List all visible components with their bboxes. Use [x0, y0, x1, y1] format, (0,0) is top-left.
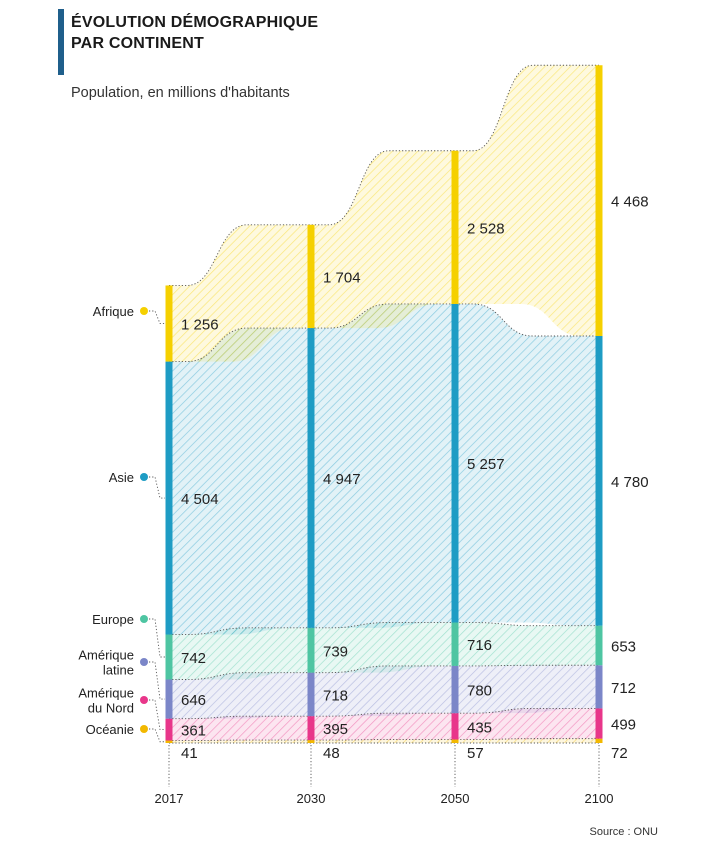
area-asie [169, 303, 599, 635]
legend-label: Océanie [86, 722, 134, 737]
value-label-europe-2050: 716 [467, 637, 492, 654]
legend-item-asie: Asie [109, 470, 165, 499]
bar-segment-afrique-2050 [451, 150, 459, 304]
value-label-europe-2100: 653 [611, 638, 636, 655]
value-label-asie-2030: 4 947 [323, 471, 361, 488]
bar-segment-oceanie-2050 [451, 739, 459, 743]
legend-label: Europe [92, 612, 134, 627]
value-label-amerique-latine-2100: 712 [611, 680, 636, 697]
legend-label: du Nord [88, 701, 134, 716]
value-label-afrique-2017: 1 256 [181, 317, 219, 334]
bar-segment-amerique-du-nord-2100 [595, 708, 603, 739]
bar-segment-europe-2017 [165, 634, 173, 680]
x-axis: 2017 2030 2050 2100 [155, 745, 614, 806]
legend-label: Asie [109, 470, 134, 485]
value-label-asie-2100: 4 780 [611, 474, 649, 491]
bar-segment-asie-2030 [307, 328, 315, 628]
legend: AfriqueAsieEuropeAmériquelatineAmériqued… [78, 304, 165, 743]
legend-leader [149, 310, 165, 324]
area-amerique-latine [169, 665, 599, 719]
boundary-line [169, 622, 599, 635]
bar-segment-asie-2100 [595, 336, 603, 626]
legend-marker [140, 473, 148, 481]
bar-segment-asie-2050 [451, 303, 459, 623]
legend-marker [140, 307, 148, 315]
value-label-amerique-du-nord-2100: 499 [611, 717, 636, 734]
bar-segment-afrique-2030 [307, 224, 315, 329]
outline-layer [169, 64, 599, 744]
value-label-afrique-2050: 2 528 [467, 220, 505, 237]
bar-segment-asie-2017 [165, 361, 173, 635]
bar-segment-amerique-latine-2100 [595, 665, 603, 709]
bar-segment-europe-2050 [451, 622, 459, 666]
legend-leader [149, 728, 165, 743]
bar-segment-amerique-du-nord-2050 [451, 713, 459, 740]
legend-label: latine [103, 663, 134, 678]
value-label-afrique-2030: 1 704 [323, 269, 361, 286]
value-label-afrique-2100: 4 468 [611, 194, 649, 211]
value-label-amerique-latine-2050: 780 [467, 683, 492, 700]
x-tick-label-2050: 2050 [441, 791, 470, 806]
bar-segment-amerique-latine-2030 [307, 672, 315, 717]
value-label-oceanie-2017: 41 [181, 745, 198, 762]
value-label-asie-2050: 5 257 [467, 456, 505, 473]
legend-label: Amérique [78, 648, 134, 663]
legend-label: Afrique [93, 304, 134, 319]
value-label-amerique-du-nord-2030: 395 [323, 721, 348, 738]
bar-segment-afrique-2017 [165, 285, 173, 362]
bar-segment-amerique-du-nord-2017 [165, 718, 173, 741]
legend-marker [140, 725, 148, 733]
value-label-europe-2030: 739 [323, 643, 348, 660]
legend-marker [140, 696, 148, 704]
boundary-line [169, 707, 599, 720]
value-label-amerique-du-nord-2017: 361 [181, 723, 206, 740]
x-tick-label-2030: 2030 [297, 791, 326, 806]
bar-segment-oceanie-2100 [595, 738, 603, 743]
value-label-oceanie-2100: 72 [611, 745, 628, 762]
legend-marker [140, 615, 148, 623]
legend-label: Amérique [78, 686, 134, 701]
value-label-oceanie-2050: 57 [467, 745, 484, 762]
legend-item-europe: Europe [92, 612, 165, 658]
x-tick-label-2100: 2100 [585, 791, 614, 806]
legend-item-oceanie: Océanie [86, 722, 165, 743]
bar-segment-europe-2100 [595, 625, 603, 666]
x-tick-label-2017: 2017 [155, 791, 184, 806]
legend-leader [149, 618, 165, 658]
boundary-line [169, 664, 599, 680]
area-afrique [169, 65, 599, 362]
area-europe [169, 622, 599, 680]
boundary-line [169, 64, 599, 286]
legend-marker [140, 658, 148, 666]
value-label-asie-2017: 4 504 [181, 491, 219, 508]
chart-title: ÉVOLUTION DÉMOGRAPHIQUE PAR CONTINENT [71, 14, 319, 52]
area-layer [169, 65, 599, 743]
bar-segment-afrique-2100 [595, 65, 603, 337]
bar-segment-amerique-du-nord-2030 [307, 716, 315, 741]
value-label-amerique-du-nord-2050: 435 [467, 719, 492, 736]
bar-segment-amerique-latine-2050 [451, 665, 459, 714]
source-note: Source : ONU [589, 826, 658, 838]
legend-leader [149, 699, 165, 731]
value-label-layer: 41 48 57 72 361 395 435 499 646 718 780 712 742 739 71… [181, 194, 649, 762]
bar-segment-amerique-latine-2017 [165, 679, 173, 719]
value-label-europe-2017: 742 [181, 650, 206, 667]
bar-segment-oceanie-2017 [165, 740, 173, 743]
bar-segment-oceanie-2030 [307, 740, 315, 743]
legend-leader [149, 661, 165, 700]
chart-subtitle: Population, en millions d'habitants [71, 85, 290, 101]
bar-layer [165, 65, 603, 743]
value-label-oceanie-2030: 48 [323, 745, 340, 762]
value-label-amerique-latine-2017: 646 [181, 692, 206, 709]
legend-item-afrique: Afrique [93, 304, 165, 324]
title-bar [58, 9, 64, 75]
boundary-line [169, 738, 599, 741]
legend-leader [149, 476, 165, 499]
value-label-amerique-latine-2030: 718 [323, 687, 348, 704]
bar-segment-europe-2030 [307, 627, 315, 673]
area-oceanie [169, 738, 599, 743]
